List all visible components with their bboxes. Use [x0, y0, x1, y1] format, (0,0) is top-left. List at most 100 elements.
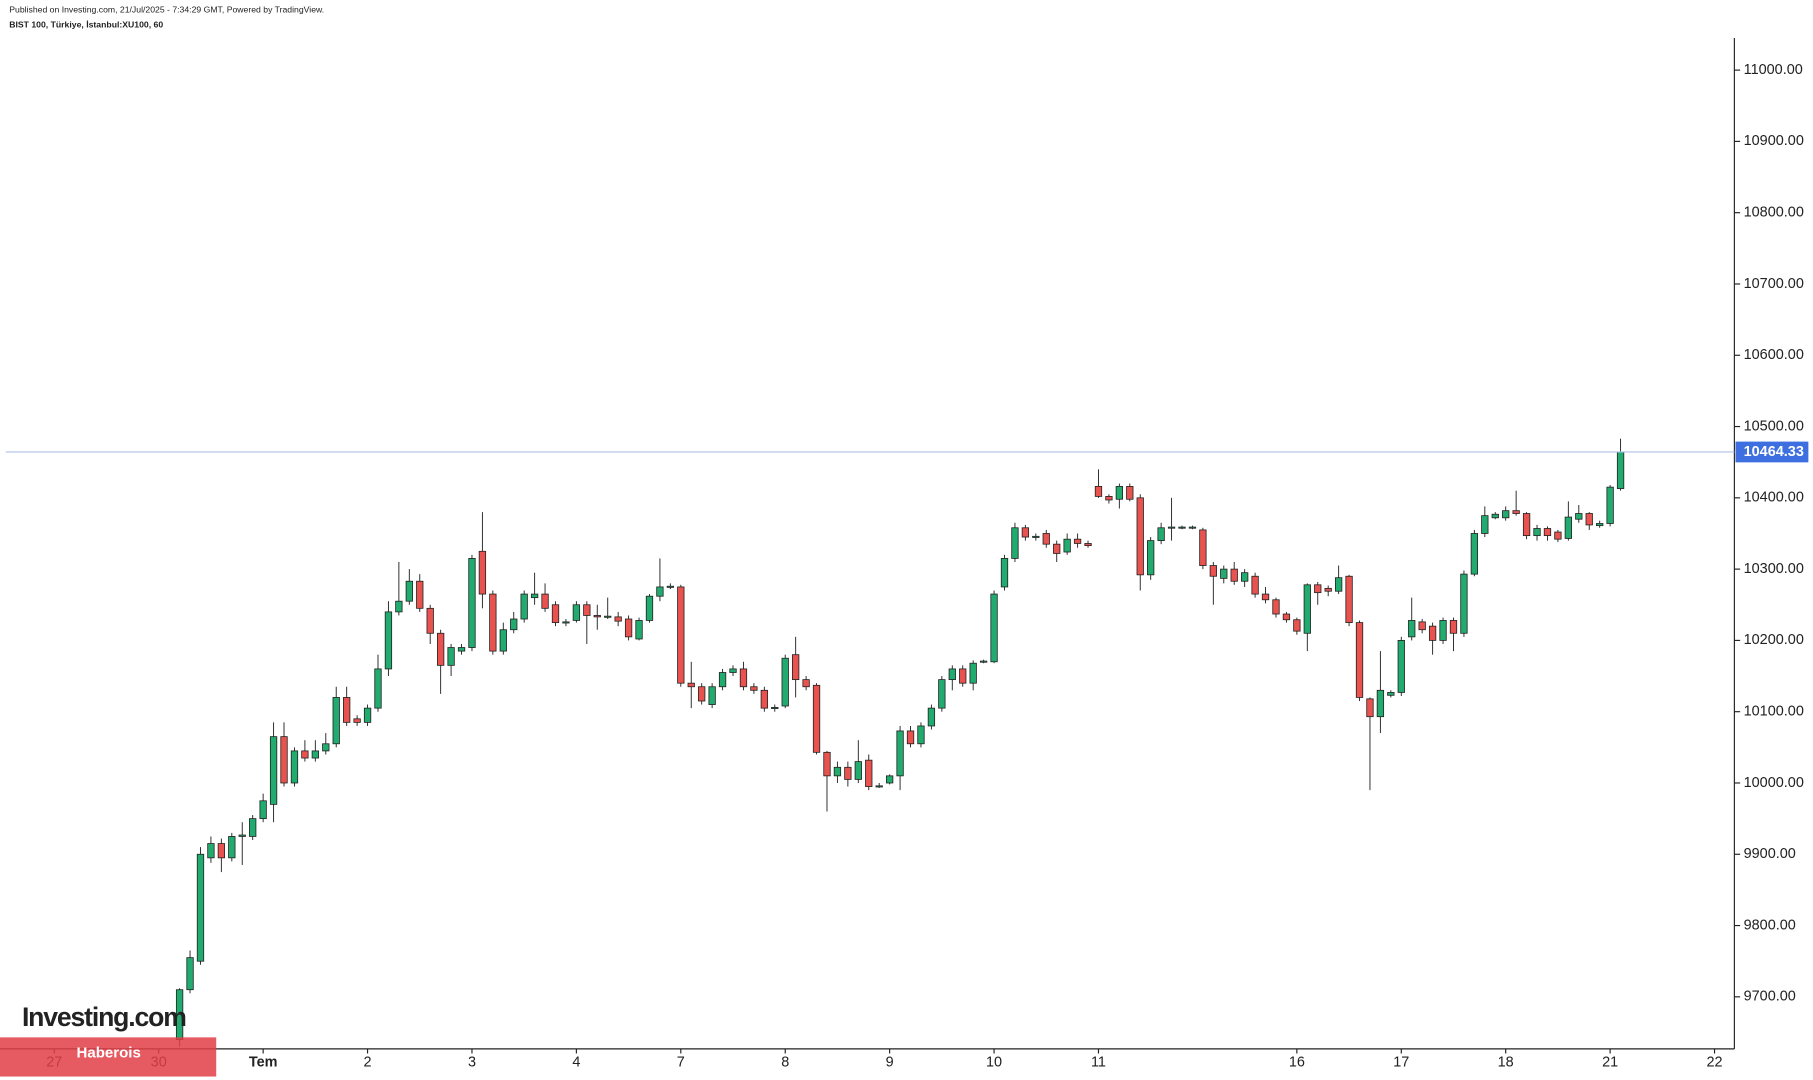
candle-body [833, 766, 842, 777]
candle-body [1073, 538, 1082, 544]
candle-body [541, 593, 549, 609]
candle-body [489, 593, 497, 652]
candle-body [906, 730, 915, 745]
published-note: Published on Investing.com, 21/Jul/2025 … [9, 5, 324, 15]
candle-body [1209, 565, 1217, 577]
x-tick-label: 9 [886, 1055, 894, 1071]
x-tick-label: Tem [249, 1055, 278, 1071]
candle-body [1387, 692, 1395, 696]
last-price-box [1735, 441, 1809, 463]
candle-body [583, 604, 591, 616]
candle-body [771, 707, 779, 709]
candle-body [384, 611, 393, 670]
candle-body [1533, 528, 1541, 537]
candle-body [405, 580, 413, 602]
candle-body [687, 682, 695, 688]
candle-body [979, 660, 988, 663]
candle-body [781, 657, 789, 707]
candle-body [551, 604, 560, 623]
candle-body [259, 800, 267, 820]
candle-body [604, 615, 612, 618]
candle-body [1011, 527, 1019, 559]
candle-body [1147, 540, 1155, 576]
candle-body [1502, 510, 1510, 519]
candle-body [614, 616, 622, 622]
candle-body [1596, 523, 1604, 527]
y-tick-label: 10400.00 [1744, 490, 1804, 506]
x-tick-label: 7 [677, 1055, 685, 1071]
candle-body [1105, 496, 1113, 501]
candle-body [1314, 584, 1322, 594]
candle-body [457, 647, 466, 652]
y-tick-label: 9700.00 [1744, 989, 1796, 1005]
candle-body [426, 607, 434, 634]
x-tick-label: 22 [1706, 1055, 1722, 1071]
candle-body [468, 558, 476, 648]
candle-body [1585, 513, 1593, 526]
x-tick-label: 4 [572, 1055, 580, 1071]
candle-body [666, 585, 675, 588]
watermark: Investing.com [22, 1002, 186, 1032]
candle-body [1188, 526, 1197, 529]
candle-body [593, 615, 601, 618]
candle-body [572, 604, 581, 621]
y-tick-label: 10000.00 [1744, 775, 1804, 791]
candle-body [1345, 575, 1353, 623]
candle-body [269, 736, 278, 805]
candle-body [969, 662, 977, 684]
candle-body [196, 853, 205, 962]
candle-body [1230, 568, 1238, 582]
candle-body [854, 761, 862, 780]
candle-body [1522, 513, 1531, 537]
candle-body [447, 647, 455, 666]
candle-body [885, 775, 894, 784]
candle-body [1418, 621, 1426, 631]
candle-body [739, 668, 748, 688]
candle-body [708, 686, 716, 705]
candle-body [1126, 486, 1134, 500]
x-tick-label: 11 [1091, 1055, 1106, 1071]
y-tick-label: 10700.00 [1744, 276, 1804, 292]
candle-body [510, 618, 518, 631]
candle-body [249, 818, 257, 837]
candle-body [844, 766, 852, 780]
candle-body [1000, 558, 1009, 588]
candle-body [1272, 599, 1280, 615]
candle-body [217, 843, 226, 859]
candle-body [1470, 533, 1479, 575]
candle-body [520, 593, 528, 620]
y-tick-label: 10300.00 [1744, 561, 1804, 577]
candle-body [290, 750, 299, 784]
candle-body [645, 595, 654, 621]
candle-body [1293, 619, 1301, 632]
candle-body [635, 620, 643, 640]
candle-body [1167, 526, 1176, 529]
candle-body [1094, 486, 1103, 497]
x-tick-label: 3 [468, 1055, 476, 1071]
candle-body [1178, 526, 1186, 529]
candle-body [1439, 620, 1447, 641]
candle-body [802, 679, 810, 688]
candle-body [1481, 515, 1489, 534]
candle-body [760, 689, 768, 709]
candle-body [1199, 529, 1207, 566]
candle-body [238, 834, 246, 837]
y-tick-label: 9800.00 [1744, 917, 1796, 933]
candle-body [1303, 584, 1311, 634]
candle-body [228, 836, 236, 859]
candle-body [1575, 513, 1583, 520]
x-tick-label: 18 [1498, 1055, 1514, 1071]
y-tick-label: 10800.00 [1744, 205, 1804, 221]
candle-body [395, 600, 403, 613]
candle-body [322, 743, 330, 752]
candle-body [499, 629, 507, 652]
candle-body [823, 751, 831, 777]
symbol-title: BIST 100, Türkiye, İstanbul:XU100, 60 [9, 20, 163, 30]
candle-body [1261, 593, 1270, 601]
candle-body [416, 580, 424, 609]
candle-body [353, 718, 361, 723]
candle-body [1606, 486, 1614, 524]
candle-body [812, 684, 821, 753]
